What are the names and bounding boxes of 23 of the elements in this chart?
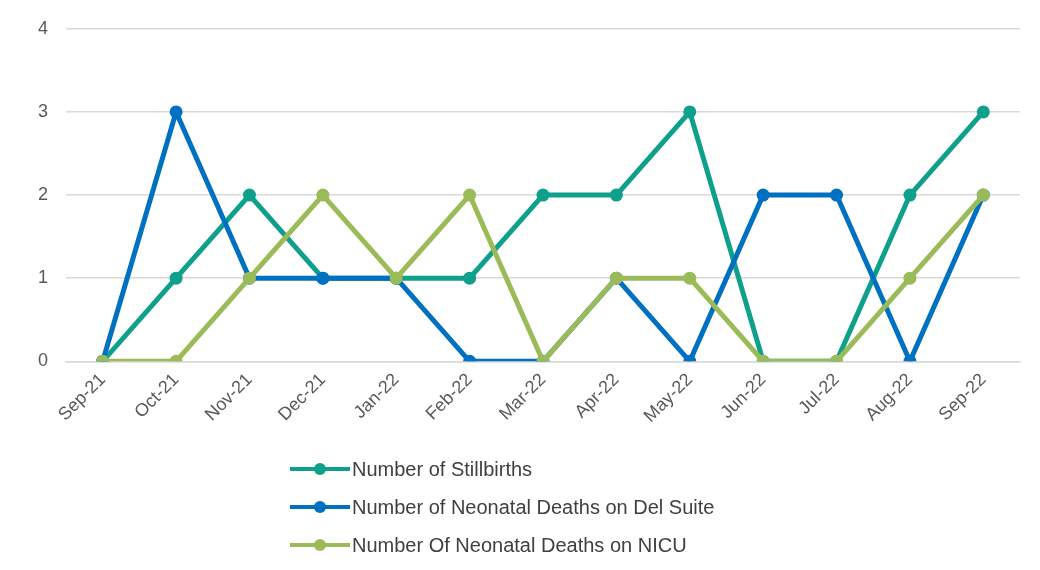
legend-label: Number of Stillbirths xyxy=(352,457,533,481)
y-tick-label: 1 xyxy=(38,267,49,288)
legend-label: Number Of Neonatal Deaths on NICU xyxy=(352,533,687,557)
y-tick-label: 4 xyxy=(38,17,49,38)
point xyxy=(756,188,770,202)
point xyxy=(463,271,477,285)
point xyxy=(683,105,697,119)
point xyxy=(683,271,697,285)
y-tick-label: 0 xyxy=(38,350,49,371)
y-tick-label: 3 xyxy=(38,100,49,121)
point xyxy=(830,188,844,202)
point xyxy=(536,188,550,202)
point xyxy=(976,105,990,119)
point xyxy=(903,271,917,285)
point xyxy=(463,188,477,202)
point xyxy=(316,188,330,202)
point xyxy=(609,188,623,202)
point xyxy=(903,188,917,202)
point xyxy=(169,271,183,285)
y-tick-label: 2 xyxy=(38,184,49,205)
point xyxy=(169,105,183,119)
point xyxy=(242,188,256,202)
legend-label: Number of Neonatal Deaths on Del Suite xyxy=(352,495,715,519)
